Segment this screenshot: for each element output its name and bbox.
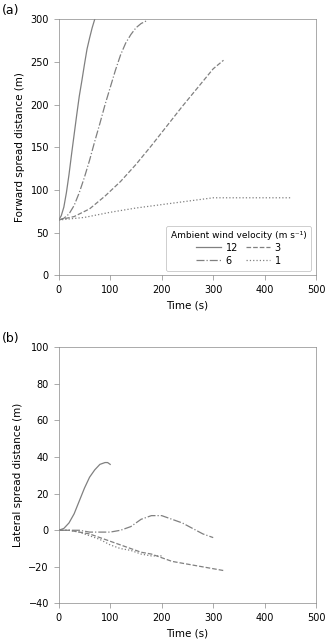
X-axis label: Time (s): Time (s) bbox=[166, 300, 209, 311]
Text: (b): (b) bbox=[2, 332, 20, 345]
Legend: 12, 6, 3, 1: 12, 6, 3, 1 bbox=[166, 226, 311, 271]
Y-axis label: Forward spread distance (m): Forward spread distance (m) bbox=[15, 73, 25, 222]
X-axis label: Time (s): Time (s) bbox=[166, 629, 209, 639]
Text: (a): (a) bbox=[2, 4, 20, 17]
Y-axis label: Lateral spread distance (m): Lateral spread distance (m) bbox=[13, 403, 23, 548]
